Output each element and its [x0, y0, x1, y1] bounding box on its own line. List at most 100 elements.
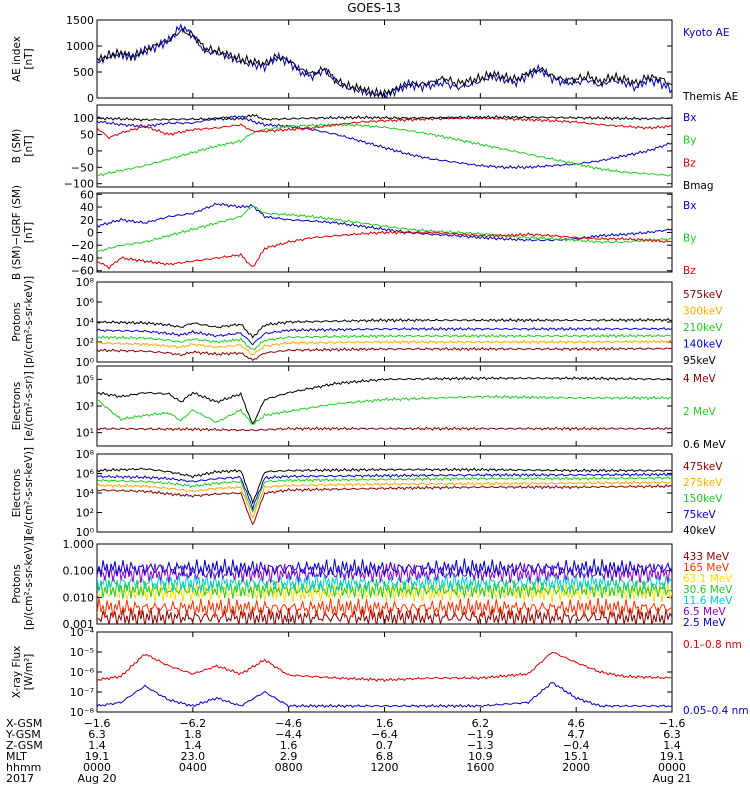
- y-axis-label: [nT]: [23, 222, 35, 243]
- y-tick-label: 60: [80, 188, 94, 201]
- x-row-label: X-GSM: [6, 717, 42, 730]
- series-line-2-5-mev: [97, 558, 672, 579]
- y-tick-label: −50: [71, 161, 94, 174]
- legend-entry: Themis AE: [682, 91, 738, 103]
- y-tick-label: 0.010: [63, 591, 95, 604]
- legend-entry: 6.5 MeV: [683, 606, 727, 618]
- series-line-0-1-0-8-nm: [97, 651, 672, 683]
- y-axis-label: Protons: [11, 564, 23, 603]
- panel-frame: [96, 453, 673, 533]
- y-tick-label: 10²: [76, 507, 94, 520]
- x-tick-value: 0400: [179, 761, 207, 774]
- y-axis-label: Electrons: [11, 382, 23, 431]
- x-tick-value: −6.2: [179, 717, 206, 730]
- series-line-0-6-mev: [97, 376, 672, 425]
- series-line-475kev: [97, 484, 672, 526]
- y-tick-label: 10⁸: [76, 276, 95, 289]
- legend-entry: 30.6 MeV: [683, 584, 733, 596]
- series-line-kyoto-ae: [97, 22, 672, 98]
- legend-entry: 575keV: [683, 289, 723, 301]
- legend-entry: Kyoto AE: [683, 27, 729, 39]
- panel-ae: 0 500 1000 1500 AE index [nT] Kyoto AE Themis A…: [11, 14, 738, 105]
- legend-entry: 150keV: [683, 493, 723, 505]
- y-tick-label: 20: [80, 214, 94, 227]
- series-line-6-5-mev: [97, 563, 672, 584]
- legend-entry: 300keV: [683, 306, 723, 318]
- series-line-2-mev: [97, 394, 672, 425]
- x-tick-value: 10.9: [468, 750, 493, 763]
- x-row-label: hhmm: [6, 761, 41, 774]
- x-row-label: Z-GSM: [6, 739, 43, 752]
- series-line-0-05-0-4-nm: [97, 682, 672, 709]
- series-line-bz: [97, 230, 672, 270]
- legend-entry: 275keV: [683, 477, 723, 489]
- y-tick-label: 100: [73, 112, 94, 125]
- y-tick-label: 10⁶: [76, 468, 95, 481]
- panel-frame: [96, 631, 673, 713]
- legend-entry: Bz: [683, 265, 696, 277]
- y-axis-label: [p/(cm²-s-sr-keV)]: [23, 276, 35, 368]
- series-line-165-mev: [97, 597, 672, 618]
- y-axis-label: Protons: [11, 302, 23, 341]
- panel-p_mev: 0.001 0.010 0.100 1.000 Protons [p/(cm²-s-sr-…: [11, 538, 733, 631]
- y-tick-label: 0: [87, 92, 94, 105]
- x-tick-value: 6.8: [376, 750, 394, 763]
- x-tick-value: 4.7: [567, 728, 585, 741]
- y-tick-label: 10⁻⁵: [70, 646, 94, 659]
- series-line-11-6-mev: [97, 572, 672, 593]
- x-tick-value: 1.6: [376, 717, 394, 730]
- x-tick-value: 1.4: [184, 739, 202, 752]
- legend-entry: 0.6 MeV: [683, 439, 727, 451]
- legend-entry: 95keV: [683, 355, 717, 367]
- series-line-by: [97, 122, 672, 177]
- legend-entry: 475keV: [683, 461, 723, 473]
- x-tick-value: 6.3: [663, 728, 681, 741]
- y-tick-label: 0: [87, 227, 94, 240]
- legend-entry: 0.1–0.8 nm: [683, 639, 742, 651]
- y-axis-label: AE index: [11, 36, 23, 82]
- x-tick-value: 1200: [371, 761, 399, 774]
- y-tick-label: 10¹: [76, 427, 94, 440]
- legend-entry: 210keV: [683, 322, 723, 334]
- x-tick-value: 4.6: [567, 717, 585, 730]
- y-tick-label: −20: [71, 239, 94, 252]
- y-tick-label: 10⁰: [76, 526, 95, 539]
- x-tick-value: 15.1: [564, 750, 589, 763]
- x-tick-value: 2.9: [280, 750, 298, 763]
- y-tick-label: 0.001: [63, 618, 95, 631]
- x-tick-value: 0000: [83, 761, 111, 774]
- series-line-300kev: [97, 339, 672, 356]
- x-tick-value: −6.4: [371, 728, 398, 741]
- y-tick-label: 10⁴: [76, 316, 95, 329]
- legend-entry: By: [683, 135, 696, 147]
- x-tick-value: −4.4: [275, 728, 302, 741]
- x-tick-value: −1.6: [659, 717, 686, 730]
- y-tick-label: −100: [64, 178, 94, 191]
- panel-protons: 10⁰ 10² 10⁴ 10⁶ 10⁸ Protons [p/(cm²-s-sr-keV)]…: [11, 276, 723, 369]
- x-tick-value: 0800: [275, 761, 303, 774]
- x-tick-value: 1.6: [280, 739, 298, 752]
- x-tick-value: 6.3: [88, 728, 106, 741]
- y-axis-label: Electrons: [11, 469, 23, 518]
- legend-entry: 4 MeV: [683, 373, 717, 385]
- legend-entry: Bz: [683, 157, 696, 169]
- y-axis-label: [p/(cm²-s-sr-keV)]: [23, 538, 35, 630]
- x-tick-value: Aug 21: [653, 772, 692, 785]
- x-tick-value: 1600: [466, 761, 494, 774]
- x-tick-value: 0000: [658, 761, 686, 774]
- series-line-bz: [97, 116, 672, 140]
- y-axis-label: [e/(cm²-s-sr-keV)]: [23, 447, 35, 539]
- series-line-140kev: [97, 326, 672, 346]
- y-tick-label: 10⁻⁶: [70, 666, 95, 679]
- panel-frame: [96, 192, 673, 273]
- legend-entry: 2 MeV: [683, 406, 717, 418]
- series-line-40kev: [97, 467, 672, 505]
- y-tick-label: 40: [80, 201, 94, 214]
- y-tick-label: −40: [71, 252, 94, 265]
- y-tick-label: 50: [80, 129, 94, 142]
- series-line-275kev: [97, 480, 672, 519]
- series-line-themis-ae: [97, 27, 672, 98]
- legend-entry: 140keV: [683, 339, 723, 351]
- series-line-210kev: [97, 333, 672, 351]
